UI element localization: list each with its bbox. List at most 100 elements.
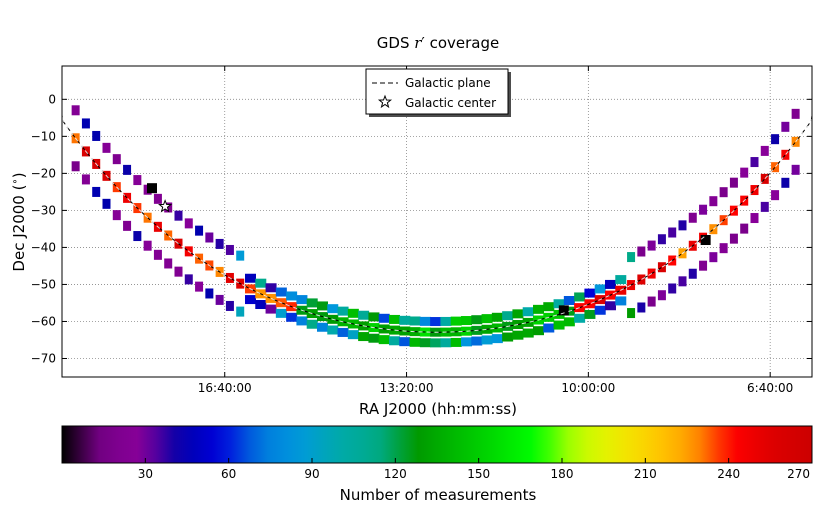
coverage-field xyxy=(123,164,132,175)
coverage-field xyxy=(760,201,769,212)
coverage-field xyxy=(760,173,769,184)
coverage-field xyxy=(481,314,493,324)
coverage-field xyxy=(740,223,749,234)
coverage-field xyxy=(553,299,565,309)
coverage-field xyxy=(522,307,534,317)
coverage-field xyxy=(637,302,646,313)
coverage-field xyxy=(347,308,359,318)
coverage-field xyxy=(700,235,711,246)
y-tick-label: −60 xyxy=(31,314,56,328)
coverage-field xyxy=(81,118,90,129)
coverage-field xyxy=(668,283,677,294)
coverage-field xyxy=(740,167,749,178)
coverage-field xyxy=(584,309,596,319)
coverage-field xyxy=(563,317,575,327)
coverage-field xyxy=(699,204,708,215)
coverage-field xyxy=(637,274,646,285)
coverage-field xyxy=(275,308,287,318)
colorbar-tick-label: 30 xyxy=(138,467,153,481)
coverage-field xyxy=(657,290,666,301)
coverage-field xyxy=(409,337,421,347)
coverage-field xyxy=(164,202,173,213)
coverage-field xyxy=(440,338,452,348)
coverage-field xyxy=(750,157,759,168)
coverage-field xyxy=(615,275,627,285)
coverage-field xyxy=(419,338,431,348)
coverage-field xyxy=(378,313,390,323)
coverage-field xyxy=(244,295,256,305)
coverage-field xyxy=(174,266,183,277)
legend-label-galactic-center: Galactic center xyxy=(405,96,496,110)
coverage-field xyxy=(225,300,234,311)
x-tick-label: 13:20:00 xyxy=(380,381,434,395)
coverage-field xyxy=(358,332,370,342)
coverage-field xyxy=(512,330,524,340)
coverage-field xyxy=(265,304,277,314)
x-axis-ticks: 16:40:00 13:20:00 10:00:00 6:40:00 xyxy=(198,66,793,395)
coverage-field xyxy=(296,295,308,305)
colorbar: 30 60 90 120 150 180 210 240 270 Number of measu… xyxy=(61,425,813,504)
coverage-field xyxy=(460,316,472,326)
star-icon xyxy=(377,94,393,109)
galactic-center-marker xyxy=(158,199,173,213)
coverage-field xyxy=(255,278,267,288)
coverage-field xyxy=(71,105,80,116)
coverage-field xyxy=(133,231,142,242)
y-tick-label: −50 xyxy=(31,277,56,291)
coverage-field xyxy=(563,295,575,305)
coverage-field xyxy=(153,249,162,260)
coverage-field xyxy=(522,328,534,338)
coverage-field xyxy=(388,314,400,324)
coverage-field xyxy=(688,212,697,223)
coverage-field xyxy=(781,121,790,132)
legend-box xyxy=(365,68,509,115)
coverage-field xyxy=(430,338,442,348)
coverage-field xyxy=(637,246,646,257)
y-axis-ticks: 0 −10 −20 −30 −40 −50 −60 −70 xyxy=(31,92,812,365)
coverage-field xyxy=(143,240,152,251)
coverage-field xyxy=(195,281,204,292)
coverage-field xyxy=(255,300,267,310)
legend: Galactic plane Galactic center xyxy=(365,68,511,117)
coverage-field xyxy=(316,322,328,332)
coverage-field xyxy=(627,252,636,263)
coverage-field xyxy=(123,220,132,231)
coverage-field xyxy=(771,162,780,173)
y-tick-label: −30 xyxy=(31,203,56,217)
coverage-field xyxy=(215,238,224,249)
coverage-field xyxy=(615,296,627,306)
coverage-field xyxy=(594,284,606,294)
coverage-field xyxy=(195,225,204,236)
coverage-field xyxy=(750,213,759,224)
coverage-field xyxy=(205,232,214,243)
coverage-field xyxy=(112,210,121,221)
y-tick-label: −70 xyxy=(31,351,56,365)
coverage-field xyxy=(502,311,514,321)
coverage-field xyxy=(71,161,80,172)
coverage-field xyxy=(316,301,328,311)
coverage-field xyxy=(647,240,656,251)
coverage-field xyxy=(729,233,738,244)
coverage-field xyxy=(337,306,349,316)
coverage-field xyxy=(388,325,400,335)
colorbar-gradient xyxy=(61,425,813,464)
coverage-field xyxy=(450,337,462,347)
y-tick-label: −10 xyxy=(31,129,56,143)
coverage-field xyxy=(678,220,687,231)
galactic-plane-line-highlight xyxy=(61,104,813,333)
coverage-field xyxy=(92,130,101,141)
x-tick-label: 10:00:00 xyxy=(561,381,615,395)
coverage-field xyxy=(236,306,245,317)
y-tick-label: 0 xyxy=(48,92,56,106)
coverage-field xyxy=(471,336,483,346)
coverage-field xyxy=(574,292,586,302)
colorbar-tick-label: 60 xyxy=(221,467,236,481)
coverage-field xyxy=(399,315,411,325)
coverage-field xyxy=(419,316,431,326)
plot-area: 16:40:00 13:20:00 10:00:00 6:40:00 0 −10 −20 −… xyxy=(31,65,813,395)
coverage-field xyxy=(306,298,318,308)
coverage-field xyxy=(133,175,142,186)
coverage-field xyxy=(574,313,586,323)
coverage-field xyxy=(647,296,656,307)
coverage-field xyxy=(337,327,349,337)
